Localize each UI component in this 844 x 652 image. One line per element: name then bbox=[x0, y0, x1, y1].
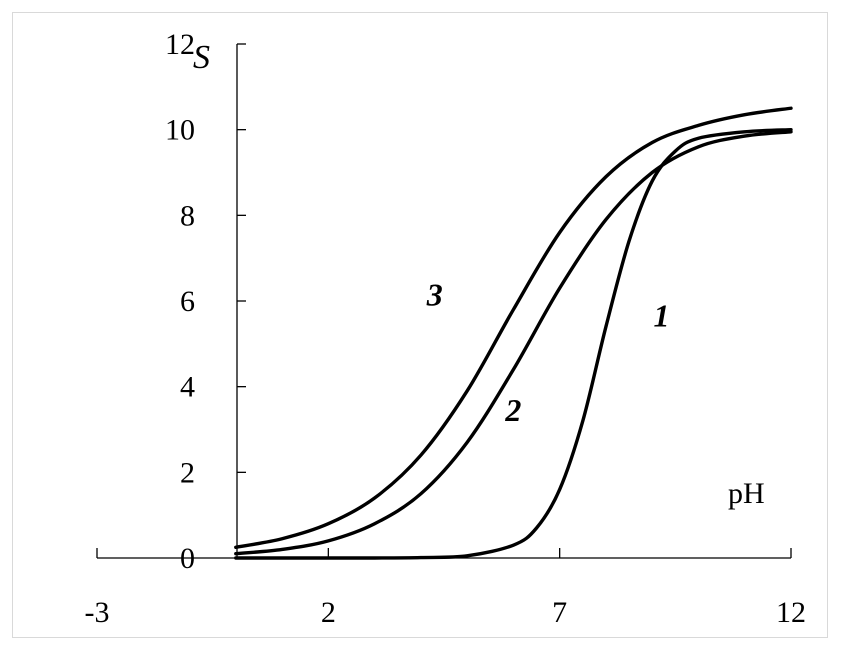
x-tick-label: 12 bbox=[776, 596, 806, 629]
curve-label-1: 1 bbox=[653, 298, 669, 334]
x-tick-label: 2 bbox=[321, 596, 336, 629]
y-tick-label: 0 bbox=[180, 542, 195, 575]
y-tick-label: 10 bbox=[165, 114, 195, 147]
y-tick-label: 12 bbox=[165, 28, 195, 61]
y-tick-label: 6 bbox=[180, 285, 195, 318]
curve-label-3: 3 bbox=[426, 276, 443, 312]
figure-frame bbox=[12, 12, 828, 638]
series-group bbox=[234, 106, 793, 560]
curve-labels: 1 2 3 bbox=[426, 276, 670, 428]
axes bbox=[97, 44, 791, 559]
y-tick-label: 8 bbox=[180, 199, 195, 232]
series-line-1 bbox=[234, 127, 793, 560]
y-tick-label: 2 bbox=[180, 456, 195, 489]
y-tick-label: 4 bbox=[180, 371, 195, 404]
ticks bbox=[96, 43, 792, 559]
y-axis-title: S bbox=[193, 39, 210, 76]
series-line-2 bbox=[234, 130, 793, 556]
x-axis-title: pH bbox=[728, 477, 765, 510]
x-tick-label: 7 bbox=[552, 596, 567, 629]
x-tick-label: -3 bbox=[85, 596, 110, 629]
series-line-3 bbox=[234, 106, 793, 549]
curve-label-2: 2 bbox=[504, 392, 521, 428]
